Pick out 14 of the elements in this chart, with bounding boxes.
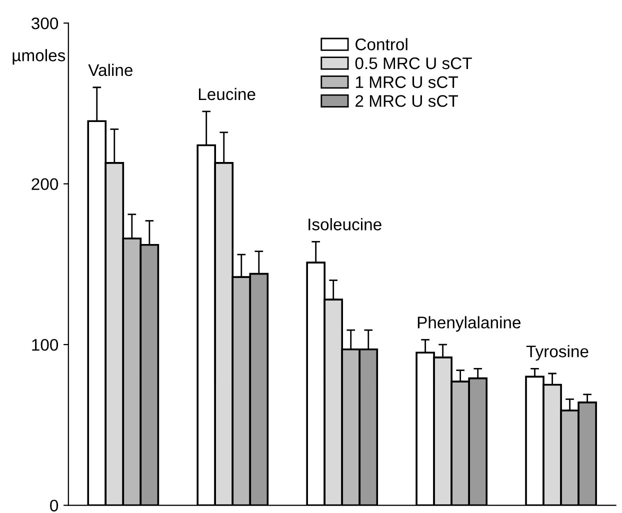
legend-label: 0.5 MRC U sCT [355,57,472,70]
x-tick-label: Tyrosine [526,345,588,361]
y-axis-title: µmoles [12,49,66,65]
legend-label: 1 MRC U sCT [356,76,458,88]
y-tick-label: 200 [32,178,58,190]
x-tick-label: Phenylalanine [418,316,521,332]
x-tick-label: Leucine [198,88,256,100]
legend-label: 2 MRC U sCT [356,95,458,107]
x-tick-label: Isoleucine [308,218,382,230]
y-tick-label: 0 [50,500,58,512]
y-tick-label: 300 [32,17,58,30]
legend-label: Control [356,38,408,50]
x-tick-label: Valine [88,64,132,76]
y-tick-label: 100 [32,338,58,351]
